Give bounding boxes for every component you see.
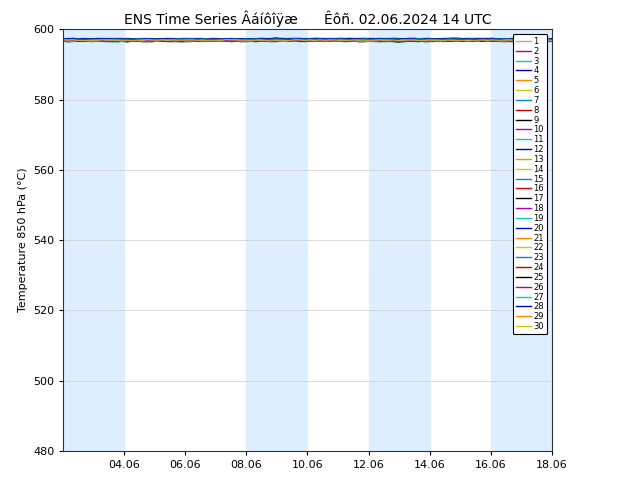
Legend: 1, 2, 3, 4, 5, 6, 7, 8, 9, 10, 11, 12, 13, 14, 15, 16, 17, 18, 19, 20, 21, 22, 2: 1, 2, 3, 4, 5, 6, 7, 8, 9, 10, 11, 12, 1… — [513, 34, 547, 334]
Y-axis label: Temperature 850 hPa (°C): Temperature 850 hPa (°C) — [18, 168, 27, 313]
Bar — [491, 29, 552, 451]
Bar — [247, 29, 307, 451]
Bar — [63, 29, 124, 451]
Bar — [368, 29, 430, 451]
Title: ENS Time Series Âáíôîÿæ      Êôñ. 02.06.2024 14 UTC: ENS Time Series Âáíôîÿæ Êôñ. 02.06.2024 … — [124, 10, 491, 27]
